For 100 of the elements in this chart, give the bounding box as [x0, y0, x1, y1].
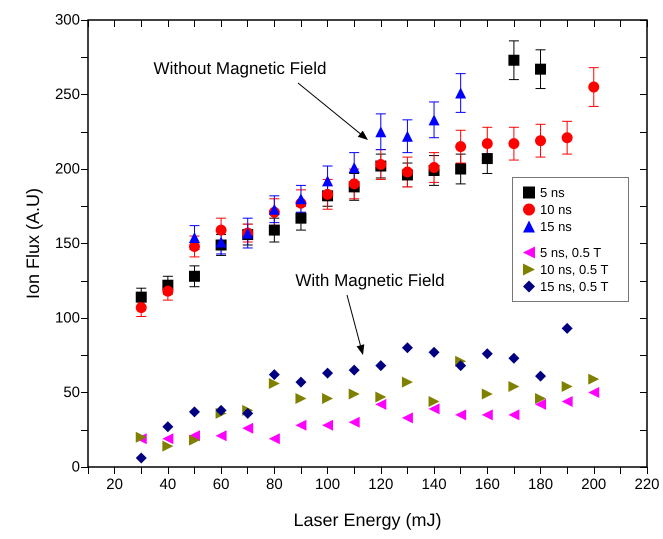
x-tick-label: 20 — [106, 476, 123, 493]
point — [216, 224, 227, 236]
point — [188, 270, 200, 282]
point — [588, 387, 600, 398]
x-axis-title: Laser Energy (mJ) — [293, 510, 442, 530]
point — [428, 346, 440, 358]
point — [562, 381, 573, 392]
x-tick-label: 140 — [422, 476, 447, 493]
point — [482, 348, 493, 360]
point — [322, 420, 334, 431]
point — [535, 392, 546, 404]
point — [242, 422, 254, 434]
point — [268, 378, 280, 390]
point — [508, 352, 520, 364]
legend-label: 15 ns, 0.5 T — [540, 279, 608, 294]
point — [162, 433, 174, 444]
point — [295, 376, 306, 388]
point — [268, 224, 280, 236]
y-tick-label: 250 — [54, 86, 80, 103]
point — [322, 175, 334, 186]
point — [482, 138, 493, 150]
point — [268, 369, 280, 380]
point — [455, 360, 466, 372]
y-tick-label: 300 — [54, 12, 80, 28]
point — [348, 416, 360, 428]
point — [455, 409, 466, 420]
y-tick-label: 150 — [54, 235, 80, 252]
point — [455, 164, 466, 174]
point — [162, 440, 174, 452]
x-tick-label: 40 — [160, 476, 176, 493]
legend-label: 5 ns — [540, 185, 566, 200]
point — [428, 396, 440, 407]
point — [535, 64, 546, 75]
point — [375, 126, 386, 138]
point — [455, 88, 466, 99]
x-tick-label: 100 — [315, 476, 340, 493]
point — [402, 412, 413, 424]
legend-label: 5 ns, 0.5 T — [540, 245, 602, 260]
point — [136, 452, 147, 464]
y-tick-label: 50 — [63, 384, 80, 401]
point — [535, 135, 546, 146]
y-axis-title: Ion Flux (A.U) — [23, 188, 43, 300]
point — [508, 138, 520, 150]
x-tick-label: 80 — [266, 476, 283, 493]
point — [428, 403, 440, 414]
y-tick-label: 0 — [72, 458, 80, 476]
point — [295, 193, 306, 204]
point — [348, 178, 360, 190]
point — [242, 408, 254, 419]
x-tick-label: 200 — [581, 476, 606, 493]
point — [348, 162, 360, 174]
point — [295, 212, 306, 224]
point — [482, 153, 493, 164]
point — [402, 166, 413, 178]
point — [482, 409, 493, 420]
x-tick-label: 60 — [212, 476, 230, 493]
legend-label: 10 ns, 0.5 T — [540, 262, 608, 277]
point — [295, 392, 306, 404]
point — [136, 302, 147, 314]
point — [322, 392, 334, 404]
point — [375, 360, 386, 372]
point — [402, 342, 413, 354]
point — [136, 292, 147, 303]
point — [508, 381, 520, 392]
x-tick-label: 180 — [528, 476, 554, 493]
point — [295, 420, 306, 431]
point — [216, 430, 227, 442]
point — [188, 406, 200, 418]
x-tick-label: 220 — [634, 476, 660, 493]
point — [375, 391, 386, 402]
point — [402, 376, 413, 388]
point — [402, 130, 413, 142]
point — [348, 388, 360, 400]
point — [216, 404, 227, 416]
point — [482, 388, 493, 400]
point — [348, 364, 360, 376]
point — [375, 398, 386, 410]
point — [508, 54, 520, 66]
point — [428, 114, 440, 126]
point — [162, 421, 174, 432]
point — [535, 398, 546, 410]
point — [188, 232, 200, 244]
point — [562, 322, 573, 334]
point — [562, 132, 573, 144]
annotation: With Magnetic Field — [295, 271, 445, 290]
point — [588, 82, 600, 93]
point — [216, 236, 227, 248]
point — [588, 374, 600, 385]
point — [188, 434, 200, 446]
point — [268, 204, 280, 215]
x-tick-label: 160 — [474, 476, 500, 493]
point — [428, 162, 440, 174]
y-tick-label: 100 — [54, 310, 80, 326]
y-tick-label: 200 — [54, 160, 80, 178]
point — [508, 409, 520, 420]
annotation: Without Magnetic Field — [154, 59, 326, 78]
point — [455, 141, 466, 152]
point — [322, 368, 334, 379]
legend-label: 10 ns — [540, 202, 572, 217]
legend-label: 15 ns — [540, 219, 572, 234]
